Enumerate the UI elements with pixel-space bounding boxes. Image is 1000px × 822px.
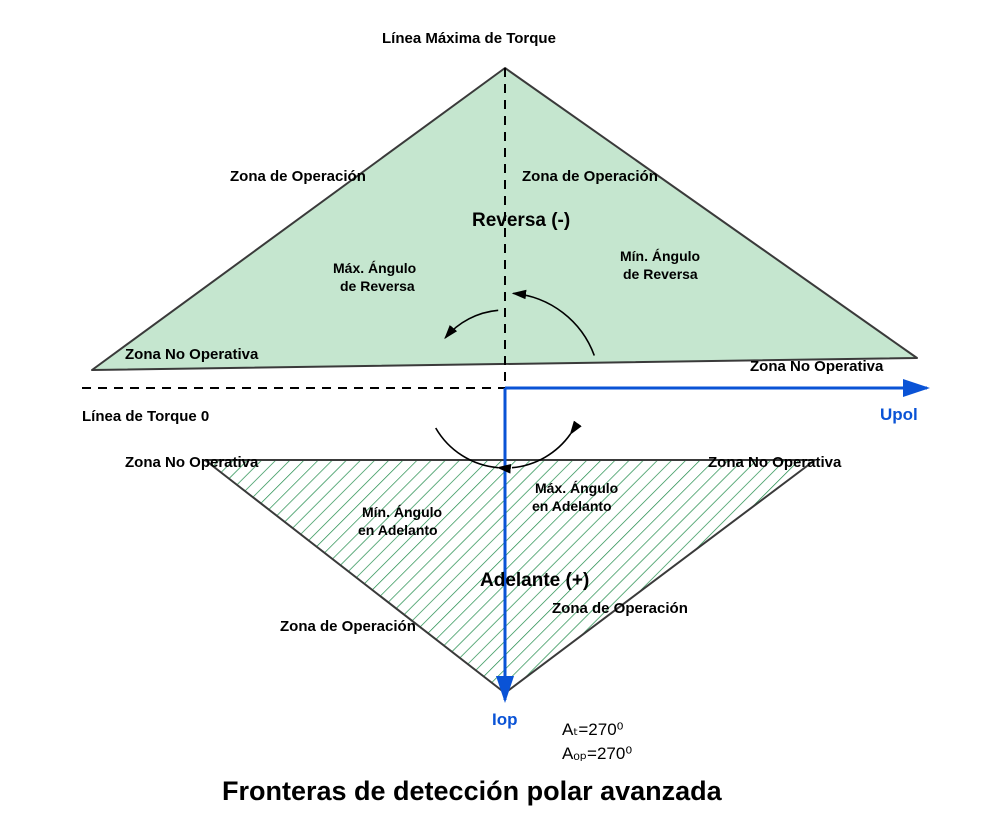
label-linea_torque0: Línea de Torque 0 xyxy=(82,408,209,425)
label-max_ang_rev_l1: Máx. Ángulo xyxy=(333,260,416,276)
label-adelante: Adelante (+) xyxy=(480,570,589,592)
label-max_ang_adel_l1: Máx. Ángulo xyxy=(535,480,618,496)
label-min_ang_adel_l2: en Adelanto xyxy=(358,522,438,538)
label-reversa: Reversa (-) xyxy=(472,210,570,232)
label-aop: Aₒₚ=270⁰ xyxy=(562,744,632,764)
label-iop: Iop xyxy=(492,710,518,730)
label-zona_op_lr: Zona de Operación xyxy=(552,600,688,617)
label-title: Fronteras de detección polar avanzada xyxy=(222,776,722,807)
label-min_ang_rev_l2: de Reversa xyxy=(623,266,698,282)
label-zona_op_ul: Zona de Operación xyxy=(230,168,366,185)
label-max_ang_adel_l2: en Adelanto xyxy=(532,498,612,514)
label-min_ang_rev_l1: Mín. Ángulo xyxy=(620,248,700,264)
label-top_axis: Línea Máxima de Torque xyxy=(382,30,556,47)
label-zona_no_op_r1: Zona No Operativa xyxy=(750,358,883,375)
label-at: Aₜ=270⁰ xyxy=(562,720,623,740)
label-zona_op_ur: Zona de Operación xyxy=(522,168,658,185)
label-zona_op_ll: Zona de Operación xyxy=(280,618,416,635)
label-max_ang_rev_l2: de Reversa xyxy=(340,278,415,294)
label-zona_no_op_l1: Zona No Operativa xyxy=(125,346,258,363)
label-zona_no_op_r2: Zona No Operativa xyxy=(708,454,841,471)
label-min_ang_adel_l1: Mín. Ángulo xyxy=(362,504,442,520)
label-upol: Upol xyxy=(880,405,918,425)
label-zona_no_op_l2: Zona No Operativa xyxy=(125,454,258,471)
